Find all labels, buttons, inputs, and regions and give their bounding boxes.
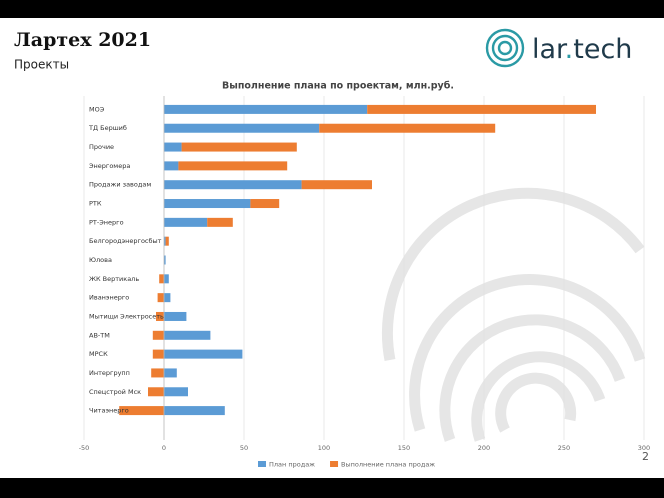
category-label: АВ-ТМ [89,331,110,339]
bar-segment [178,161,288,171]
x-tick-label: 100 [318,444,330,452]
bar-segment [148,387,164,397]
bar-segment [164,293,171,303]
legend-label: Выполнение плана продаж [341,461,435,469]
bar-segment [164,161,179,171]
bar-segment [164,217,208,227]
logo-dot: . [565,34,574,65]
bar-segment [164,104,368,114]
x-tick-label: -50 [79,444,90,452]
category-label: Мытищи Электросеть [89,312,164,320]
x-tick-label: 200 [478,444,490,452]
slide-title: Лартех 2021 [14,29,151,51]
bar-segment [151,368,164,378]
bar-segment [165,236,169,246]
x-tick-label: 0 [162,444,166,452]
bar-segment [164,368,177,378]
logo-part: lar [532,34,568,65]
category-label: Продажи заводам [89,181,151,189]
category-label: Иванэнерго [89,294,129,302]
bar-segment [181,142,297,152]
bar-segment [367,104,596,114]
bar-segment [164,142,182,152]
legend-swatch [330,461,339,467]
chart-title: Выполнение плана по проектам, млн.руб. [222,81,454,92]
category-label: РТК [89,200,102,208]
page-number: 2 [642,450,649,463]
category-label: Интергрупп [89,369,130,377]
category-label: РТ-Энерго [89,218,124,226]
bar-segment [164,330,211,340]
bar-segment [250,199,280,209]
bar-segment [164,406,225,416]
bar-segment [152,349,164,359]
bar-segment [164,180,302,190]
category-label: ТД Бершиб [88,124,127,132]
category-label: МРСК [89,350,108,358]
category-label: Читаэнерго [89,407,129,415]
bar-segment [157,293,164,303]
bar-segment [164,387,188,397]
category-label: ЖК Вертикаль [89,275,139,283]
bar-segment [164,311,187,321]
bar-segment [119,406,164,416]
bar-segment [164,123,320,133]
category-label: Энергомера [89,162,130,170]
bar-segment [164,236,166,246]
logo-icon [485,28,525,68]
bar-segment [301,180,372,190]
category-label: Спецстрой Мск [89,388,141,396]
logo-part: tech [573,34,632,65]
x-tick-label: 150 [398,444,410,452]
category-label: Белгородэнергосбыт [89,237,162,245]
x-tick-label: 300 [638,444,650,452]
bar-segment [319,123,496,133]
category-label: Прочие [89,143,114,151]
legend-swatch [258,461,266,467]
bar-segment [164,255,166,265]
bar-segment [159,274,164,284]
bar-segment [164,199,251,209]
logo-text: lar.tech [532,34,632,65]
watermark-fingerprint [381,187,646,442]
bar-segment [164,274,169,284]
category-label: Юлова [89,256,112,264]
x-tick-label: 50 [240,444,248,452]
x-tick-label: 250 [558,444,570,452]
bar-segment [164,349,243,359]
legend-label: План продаж [269,461,315,469]
category-label: МОЭ [89,105,105,113]
bar-segment [156,311,164,321]
bar-segment [207,217,233,227]
slide-background [0,18,664,478]
slide-subtitle: Проекты [14,58,69,72]
bar-segment [152,330,164,340]
